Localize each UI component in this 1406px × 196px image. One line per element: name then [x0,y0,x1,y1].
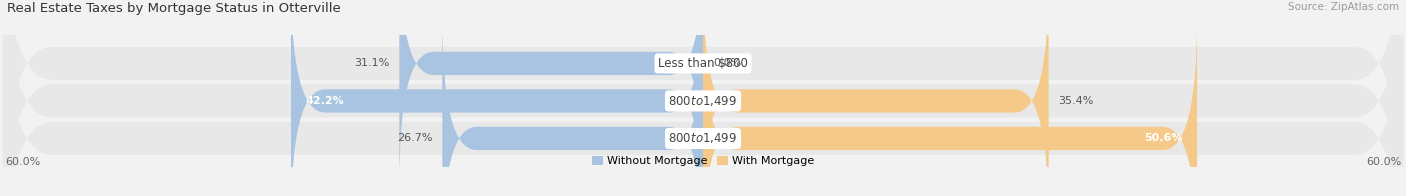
FancyBboxPatch shape [3,0,1403,196]
Text: 0.0%: 0.0% [713,58,741,68]
FancyBboxPatch shape [703,0,1049,196]
FancyBboxPatch shape [3,0,1403,196]
Text: 50.6%: 50.6% [1144,133,1182,143]
Text: $800 to $1,499: $800 to $1,499 [668,94,738,108]
Legend: Without Mortgage, With Mortgage: Without Mortgage, With Mortgage [592,156,814,166]
FancyBboxPatch shape [291,0,703,196]
FancyBboxPatch shape [443,19,703,196]
Text: $800 to $1,499: $800 to $1,499 [668,132,738,145]
Text: 42.2%: 42.2% [305,96,344,106]
FancyBboxPatch shape [3,0,1403,196]
FancyBboxPatch shape [703,19,1197,196]
Text: Source: ZipAtlas.com: Source: ZipAtlas.com [1288,2,1399,12]
Text: Less than $800: Less than $800 [658,57,748,70]
FancyBboxPatch shape [399,0,703,183]
Text: 26.7%: 26.7% [396,133,433,143]
Text: Real Estate Taxes by Mortgage Status in Otterville: Real Estate Taxes by Mortgage Status in … [7,2,340,15]
Text: 60.0%: 60.0% [1365,157,1402,167]
Text: 31.1%: 31.1% [354,58,389,68]
Text: 35.4%: 35.4% [1059,96,1094,106]
Text: 60.0%: 60.0% [4,157,41,167]
